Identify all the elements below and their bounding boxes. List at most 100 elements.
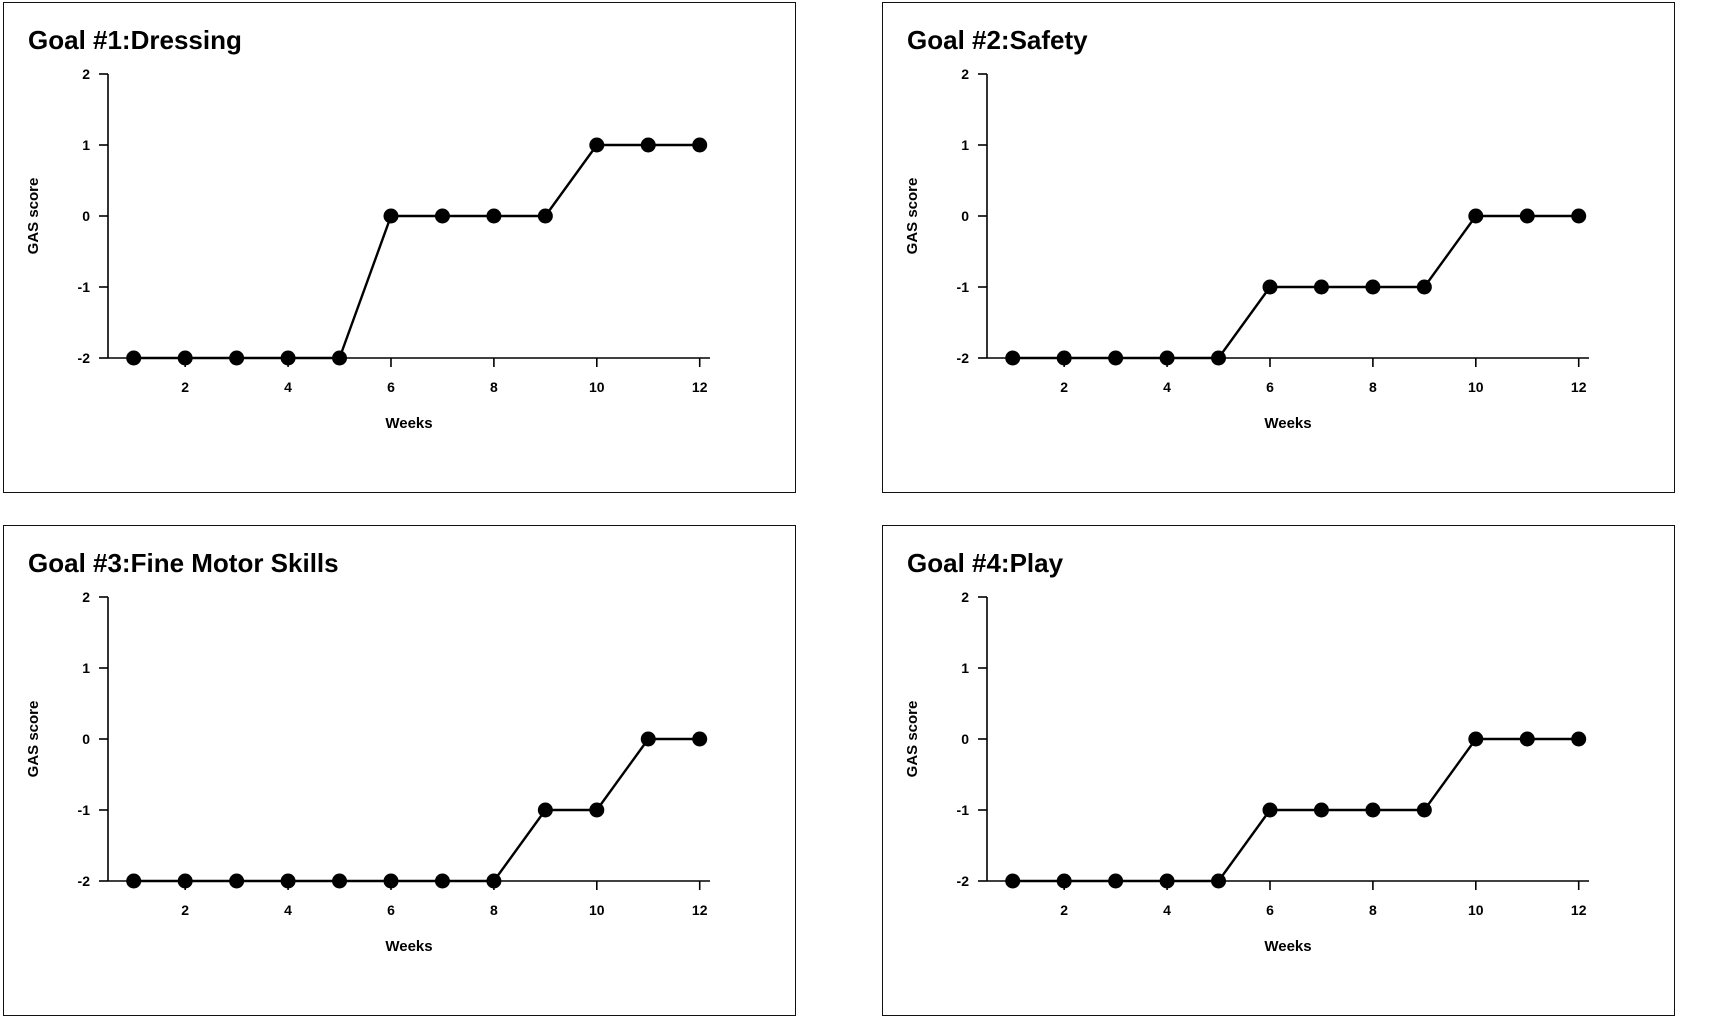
data-point (1108, 350, 1124, 366)
y-axis-label: GAS score (904, 178, 921, 255)
x-tick-label: 6 (1266, 902, 1274, 918)
series-line (133, 737, 700, 883)
chart-title: Goal #2:Safety (907, 25, 1088, 55)
data-point (126, 350, 142, 366)
x-tick-label: 2 (181, 379, 189, 395)
y-tick-label: 0 (961, 731, 969, 747)
data-point (1005, 873, 1021, 889)
data-point (1108, 873, 1124, 889)
y-tick-label: 0 (82, 731, 90, 747)
data-point (1365, 279, 1381, 295)
x-tick-label: 8 (1369, 379, 1377, 395)
data-point (640, 731, 656, 747)
data-point (486, 208, 502, 224)
data-point (1365, 802, 1381, 818)
data-point (1571, 208, 1587, 224)
x-tick-label: 4 (1163, 902, 1171, 918)
chart-panel-fine-motor-skills: Goal #3:Fine Motor Skills 2 1 0 -1 -2 2 4 6 8 10… (3, 525, 796, 1016)
data-point (537, 802, 553, 818)
x-tick-label: 2 (1060, 902, 1068, 918)
data-point (1468, 731, 1484, 747)
data-point (1056, 350, 1072, 366)
y-tick-label: -1 (78, 279, 91, 295)
chart-svg: Goal #3:Fine Motor Skills 210-1-2 2 4 6 8 10… (25, 548, 710, 955)
x-tick-label: 6 (387, 379, 395, 395)
x-tick-label: 8 (1369, 902, 1377, 918)
chart-svg: Goal #1:Dressing 210-1-2 2 4 6 8 10 12 GAS sc… (25, 25, 710, 432)
x-tick-label: 10 (1468, 902, 1484, 918)
chart-panel-dressing: Goal #1:Dressing 2 1 0 -1 -2 2 4 6 8 10 12 GAS sc… (3, 2, 796, 493)
y-tick-label: 1 (82, 660, 90, 676)
data-point (1211, 873, 1227, 889)
y-tick-label: -2 (78, 873, 91, 889)
x-tick-label: 8 (490, 902, 498, 918)
y-tick-label: 0 (82, 208, 90, 224)
x-tick-label: 12 (1571, 379, 1587, 395)
data-point (1313, 802, 1329, 818)
x-axis-label: Weeks (1264, 415, 1311, 432)
data-point (589, 802, 605, 818)
y-tick-label: 1 (961, 660, 969, 676)
chart-svg: Goal #4:Play 210-1-2 2 4 6 8 10 12 GAS score … (904, 548, 1589, 955)
data-point (280, 350, 296, 366)
data-point (1005, 350, 1021, 366)
x-tick-label: 4 (284, 379, 292, 395)
x-tick-label: 2 (1060, 379, 1068, 395)
y-tick-label: 2 (82, 66, 90, 82)
data-point (692, 137, 708, 153)
data-point (1262, 279, 1278, 295)
data-point (126, 873, 142, 889)
data-point (1211, 350, 1227, 366)
x-tick-label: 10 (589, 902, 605, 918)
chart-panel-play: Goal #4:Play 2 1 0 -1 -2 2 4 6 8 10 12 GAS score … (882, 525, 1675, 1016)
chart-svg: Goal #2:Safety 210-1-2 2 4 6 8 10 12 GAS scor… (904, 25, 1589, 432)
data-point (332, 350, 348, 366)
y-tick-label: -2 (78, 350, 91, 366)
data-point (1519, 208, 1535, 224)
chart-title: Goal #4:Play (907, 548, 1064, 578)
data-point (280, 873, 296, 889)
y-tick-label: -2 (957, 350, 970, 366)
data-point (640, 137, 656, 153)
x-tick-label: 4 (1163, 379, 1171, 395)
x-tick-label: 4 (284, 902, 292, 918)
data-point (1262, 802, 1278, 818)
data-point (1468, 208, 1484, 224)
series-line (1012, 737, 1579, 883)
data-point (332, 873, 348, 889)
y-tick-label: -2 (957, 873, 970, 889)
data-point (177, 350, 193, 366)
data-point (177, 873, 193, 889)
y-tick-label: 2 (961, 589, 969, 605)
data-point (229, 873, 245, 889)
data-point (1571, 731, 1587, 747)
x-tick-label: 6 (1266, 379, 1274, 395)
y-tick-label: 2 (961, 66, 969, 82)
x-tick-label: 8 (490, 379, 498, 395)
x-tick-label: 10 (589, 379, 605, 395)
data-point (537, 208, 553, 224)
y-tick-label: 2 (82, 589, 90, 605)
y-tick-label: -1 (957, 802, 970, 818)
series-line (133, 143, 700, 360)
data-point (383, 873, 399, 889)
x-tick-label: 12 (692, 379, 708, 395)
data-point (589, 137, 605, 153)
series-line (1012, 214, 1579, 360)
data-point (1159, 350, 1175, 366)
x-tick-label: 6 (387, 902, 395, 918)
data-point (383, 208, 399, 224)
data-point (1056, 873, 1072, 889)
data-point (434, 873, 450, 889)
y-tick-label: -1 (78, 802, 91, 818)
data-point (1159, 873, 1175, 889)
y-tick-label: 0 (961, 208, 969, 224)
x-tick-label: 10 (1468, 379, 1484, 395)
chart-title: Goal #1:Dressing (28, 25, 242, 55)
y-tick-label: 1 (961, 137, 969, 153)
data-point (692, 731, 708, 747)
data-point (1416, 279, 1432, 295)
x-axis-label: Weeks (385, 415, 432, 432)
y-tick-label: -1 (957, 279, 970, 295)
data-point (1519, 731, 1535, 747)
